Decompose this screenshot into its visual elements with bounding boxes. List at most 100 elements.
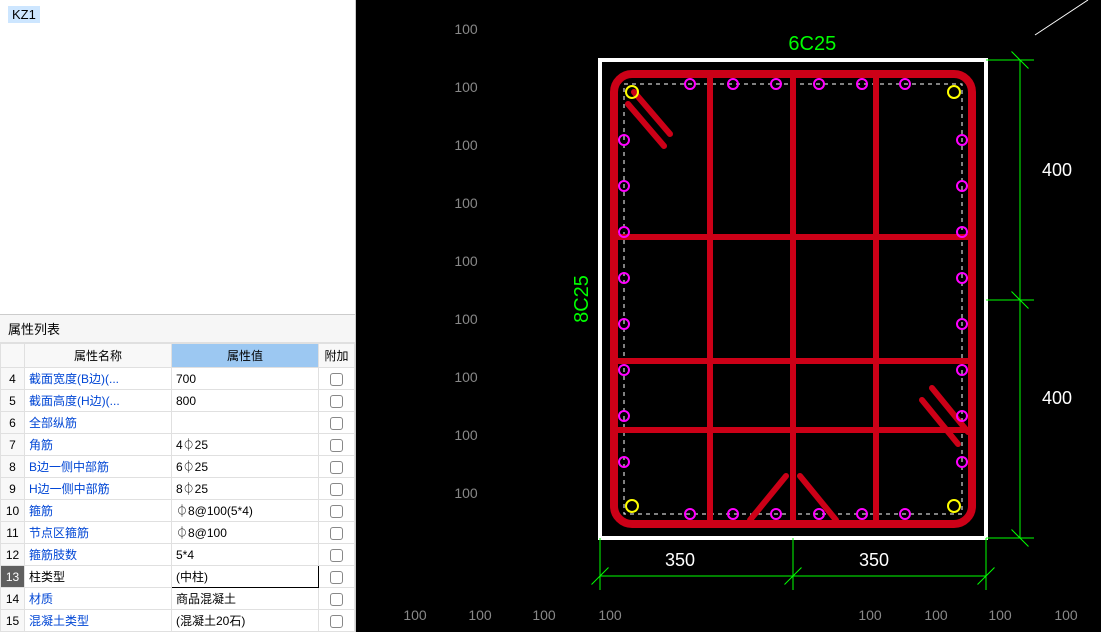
rebar xyxy=(948,500,960,512)
property-name: 截面高度(H边)(... xyxy=(25,390,172,412)
property-extra[interactable] xyxy=(319,412,355,434)
rebar xyxy=(626,500,638,512)
property-extra[interactable] xyxy=(319,500,355,522)
property-row[interactable]: 5截面高度(H边)(...800 xyxy=(1,390,355,412)
checkbox-icon[interactable] xyxy=(330,549,343,562)
ruler-tick-label: 100 xyxy=(454,79,478,95)
rebar-label-left: 8C25 xyxy=(571,275,593,323)
ruler-tick-label: 100 xyxy=(468,607,492,623)
ruler-tick-label: 100 xyxy=(532,607,556,623)
checkbox-icon[interactable] xyxy=(330,395,343,408)
property-value[interactable]: 800 xyxy=(172,390,319,412)
row-number: 15 xyxy=(1,610,25,632)
property-extra[interactable] xyxy=(319,588,355,610)
property-extra[interactable] xyxy=(319,522,355,544)
property-table: 属性名称 属性值 附加 4截面宽度(B边)(...7005截面高度(H边)(..… xyxy=(0,343,355,632)
header-name[interactable]: 属性名称 xyxy=(25,344,172,368)
property-extra[interactable] xyxy=(319,544,355,566)
property-name: 箍筋肢数 xyxy=(25,544,172,566)
row-number: 11 xyxy=(1,522,25,544)
dim-label-right: 400 xyxy=(1042,160,1072,180)
property-name: H边一侧中部筋 xyxy=(25,478,172,500)
drawing-canvas[interactable]: 100 100 100 100 100 100 100 100 100 100 100 100 100 1… xyxy=(356,0,1101,632)
rebar xyxy=(948,86,960,98)
tree-node-kz1[interactable]: KZ1 xyxy=(8,6,40,23)
property-row[interactable]: 14材质商品混凝土 xyxy=(1,588,355,610)
row-number: 4 xyxy=(1,368,25,390)
tree-area[interactable]: KZ1 xyxy=(0,0,355,314)
property-value[interactable]: 5*4 xyxy=(172,544,319,566)
checkbox-icon[interactable] xyxy=(330,571,343,584)
checkbox-icon[interactable] xyxy=(330,483,343,496)
property-extra[interactable] xyxy=(319,456,355,478)
property-row[interactable]: 13柱类型(中柱) xyxy=(1,566,355,588)
dim-label-right: 400 xyxy=(1042,388,1072,408)
property-name: 节点区箍筋 xyxy=(25,522,172,544)
property-extra[interactable] xyxy=(319,610,355,632)
property-extra[interactable] xyxy=(319,434,355,456)
dim-label-bottom: 350 xyxy=(859,550,889,570)
property-name: 全部纵筋 xyxy=(25,412,172,434)
header-blank xyxy=(1,344,25,368)
property-value[interactable]: (中柱) xyxy=(172,566,319,588)
stirrup-group xyxy=(614,74,972,524)
ruler-tick-label: 100 xyxy=(454,21,478,37)
checkbox-icon[interactable] xyxy=(330,505,343,518)
row-number: 10 xyxy=(1,500,25,522)
ruler-tick-label: 100 xyxy=(454,137,478,153)
property-value[interactable]: 商品混凝土 xyxy=(172,588,319,610)
property-name: 箍筋 xyxy=(25,500,172,522)
ruler-tick-label: 100 xyxy=(454,253,478,269)
row-number: 6 xyxy=(1,412,25,434)
row-number: 12 xyxy=(1,544,25,566)
ruler-tick-label: 100 xyxy=(924,607,948,623)
property-value[interactable]: 6⏀25 xyxy=(172,456,319,478)
ruler-tick-label: 100 xyxy=(454,485,478,501)
property-row[interactable]: 6全部纵筋 xyxy=(1,412,355,434)
row-number: 13 xyxy=(1,566,25,588)
property-value[interactable]: (混凝土20石) xyxy=(172,610,319,632)
left-panel: KZ1 属性列表 属性名称 属性值 附加 4截面宽度(B边)(...7005截面… xyxy=(0,0,356,632)
property-value[interactable]: ⏀8@100 xyxy=(172,522,319,544)
header-value[interactable]: 属性值 xyxy=(172,344,319,368)
property-value[interactable] xyxy=(172,412,319,434)
property-extra[interactable] xyxy=(319,566,355,588)
rebar-label-top: 6C25 xyxy=(788,33,836,55)
stirrup-hook xyxy=(932,388,968,432)
ruler-tick-label: 100 xyxy=(454,369,478,385)
checkbox-icon[interactable] xyxy=(330,527,343,540)
checkbox-icon[interactable] xyxy=(330,439,343,452)
property-value[interactable]: ⏀8@100(5*4) xyxy=(172,500,319,522)
property-row[interactable]: 15混凝土类型(混凝土20石) xyxy=(1,610,355,632)
property-value[interactable]: 700 xyxy=(172,368,319,390)
property-row[interactable]: 4截面宽度(B边)(...700 xyxy=(1,368,355,390)
property-row[interactable]: 8B边一侧中部筋6⏀25 xyxy=(1,456,355,478)
checkbox-icon[interactable] xyxy=(330,417,343,430)
ruler-tick-label: 100 xyxy=(858,607,882,623)
property-row[interactable]: 7角筋4⏀25 xyxy=(1,434,355,456)
property-row[interactable]: 12箍筋肢数5*4 xyxy=(1,544,355,566)
property-value[interactable]: 4⏀25 xyxy=(172,434,319,456)
property-extra[interactable] xyxy=(319,390,355,412)
header-extra[interactable]: 附加 xyxy=(319,344,355,368)
checkbox-icon[interactable] xyxy=(330,593,343,606)
property-row[interactable]: 10箍筋⏀8@100(5*4) xyxy=(1,500,355,522)
property-extra[interactable] xyxy=(319,368,355,390)
checkbox-icon[interactable] xyxy=(330,373,343,386)
ruler-tick-label: 100 xyxy=(403,607,427,623)
property-row[interactable]: 11节点区箍筋⏀8@100 xyxy=(1,522,355,544)
property-extra[interactable] xyxy=(319,478,355,500)
property-value[interactable]: 8⏀25 xyxy=(172,478,319,500)
corner-diagonal xyxy=(1035,0,1088,35)
row-number: 14 xyxy=(1,588,25,610)
ruler-tick-label: 100 xyxy=(1054,607,1078,623)
checkbox-icon[interactable] xyxy=(330,615,343,628)
property-name: 截面宽度(B边)(... xyxy=(25,368,172,390)
ruler-tick-label: 100 xyxy=(988,607,1012,623)
ruler-tick-label: 100 xyxy=(454,311,478,327)
row-number: 7 xyxy=(1,434,25,456)
property-panel-title: 属性列表 xyxy=(0,314,355,343)
checkbox-icon[interactable] xyxy=(330,461,343,474)
row-number: 5 xyxy=(1,390,25,412)
property-row[interactable]: 9H边一侧中部筋8⏀25 xyxy=(1,478,355,500)
